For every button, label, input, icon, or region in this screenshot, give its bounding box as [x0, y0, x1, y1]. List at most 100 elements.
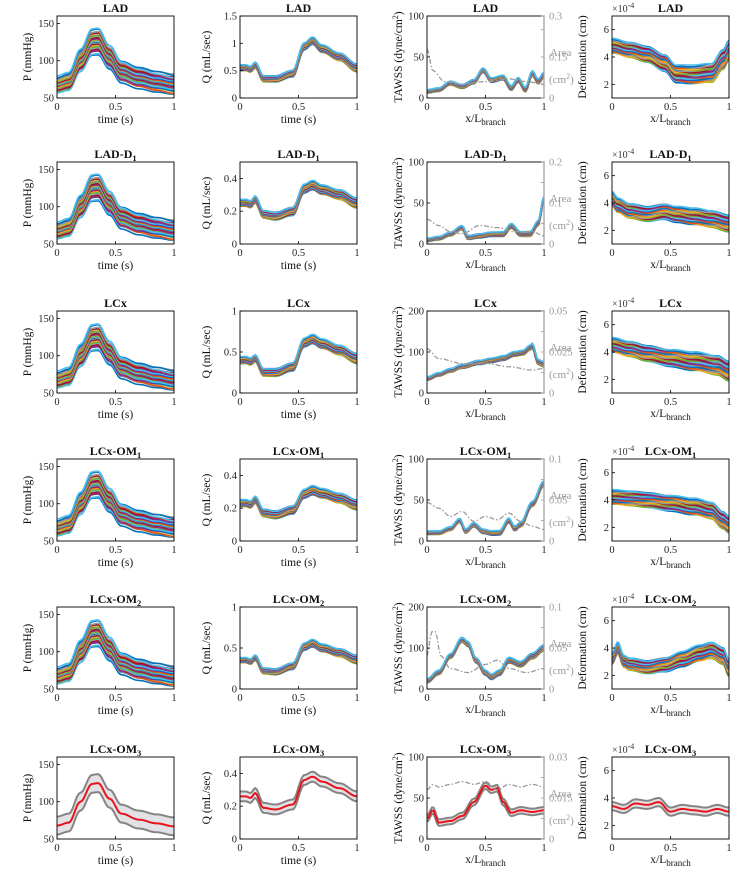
y-tick-label: 100 [38, 647, 54, 658]
ensemble-curve [427, 481, 544, 533]
y-axis-label: Deformation (cm) [577, 458, 589, 542]
y-tick-label: 2 [604, 226, 609, 237]
x-axis-label: time (s) [281, 114, 317, 126]
axes-box [426, 756, 545, 840]
y-tick-label: 100 [38, 56, 54, 67]
axes-box [239, 606, 358, 690]
y-tick-label: 0.2 [224, 504, 237, 515]
plot-area [427, 630, 544, 684]
x-tick-label: 1 [171, 248, 176, 259]
ensemble-curve [427, 482, 544, 534]
x-axis-label: time (s) [98, 855, 134, 867]
plot-area [240, 770, 357, 816]
y-tick-label: 1 [232, 603, 237, 614]
y-tick-label: 2 [604, 523, 609, 534]
panel-LCx-OM1-wss: 0 50 100 0 0.5 1 LCx-OM1 x/Lbranch TAWSS (dyne/c… [391, 444, 574, 570]
x-tick-label: 0 [54, 843, 59, 854]
panel-LAD-D1-flow: 0 0.2 0.4 0 0.5 1 LAD-D1 time (s) Q (mL/sec) [201, 147, 360, 272]
y-tick-label: 0 [232, 685, 237, 696]
x-tick-label: 1 [171, 545, 176, 556]
area-curve [427, 780, 544, 791]
y-tick-label: 50 [414, 53, 425, 64]
panel-title: LAD [286, 1, 312, 15]
ensemble-curve [240, 36, 357, 77]
right-axis-label: Area [550, 490, 571, 502]
y-axis-label: Deformation (cm) [577, 606, 589, 690]
right-y-tick-label: 0 [549, 685, 554, 696]
area-curve [427, 218, 544, 237]
ensemble-curve [427, 483, 544, 535]
y-tick-label: 0 [419, 835, 424, 846]
x-tick-label: 1 [541, 693, 546, 704]
right-y-tick-label: 0 [549, 835, 554, 846]
ensemble-curve [427, 483, 544, 535]
ensemble-curve [427, 482, 544, 534]
area-curve [427, 348, 544, 371]
plot-area [427, 780, 544, 827]
axes-box [611, 756, 730, 840]
band-lower-line [57, 791, 174, 837]
x-tick-label: 1 [726, 102, 731, 113]
x-tick-label: 1 [354, 102, 359, 113]
x-tick-label: 0.5 [292, 248, 305, 259]
panel-LAD-deformation: 2 4 6 0 0.5 1 LAD x/Lbranch Deformation (cm) ×10-… [577, 1, 732, 127]
panel-LCx-OM2-deformation: 2 4 6 0 0.5 1 LCx-OM2 x/Lbranch Deformation (cm)… [577, 592, 732, 718]
right-y-tick-label: 0.05 [549, 496, 567, 507]
axes-box [426, 606, 545, 690]
x-tick-label: 1 [726, 397, 731, 408]
x-tick-label: 0 [424, 545, 429, 556]
y-axis-label: P (mmHg) [22, 179, 34, 228]
y-tick-label: 50 [44, 389, 55, 400]
y-tick-label: 0 [232, 94, 237, 105]
x-tick-label: 0.5 [292, 843, 305, 854]
y-tick-label: 0.4 [224, 769, 238, 780]
x-tick-label: 0.5 [479, 397, 492, 408]
ensemble-curve [240, 638, 357, 670]
panel-LCx-OM2-wss: 0 100 200 0 0.5 1 LCx-OM2 x/Lbranch TAWSS (dyne/… [391, 592, 574, 718]
x-tick-label: 0.5 [109, 248, 122, 259]
y-tick-label: 6 [604, 320, 609, 331]
x-tick-label: 0.5 [479, 248, 492, 259]
ensemble-curve [427, 483, 544, 535]
x-axis-label: x/Lbranch [650, 854, 691, 868]
x-tick-label: 1 [726, 843, 731, 854]
y-tick-label: 0 [232, 537, 237, 548]
panel-LAD-pressure: 50 100 150 0 0.5 1 LAD time (s) P (mmHg) [22, 1, 177, 126]
x-tick-label: 0 [609, 843, 614, 854]
panel-title: LAD [473, 1, 499, 15]
panel-title: LCx [474, 296, 497, 310]
right-axis-unit: (cm2) [549, 367, 574, 381]
y-tick-label: 0.5 [224, 348, 237, 359]
plot-area [240, 333, 357, 378]
panel-title: LCx [287, 296, 310, 310]
y-axis-label: Deformation (cm) [577, 161, 589, 245]
panel-LCx-flow: 0 0.5 1 0 0.5 1 LCx time (s) Q (mL/sec) [201, 296, 360, 421]
panel-LCx-OM2-pressure: 50 100 150 0 0.5 1 LCx-OM2 time (s) P (mmHg) [22, 592, 177, 717]
ensemble-curve [427, 483, 544, 535]
x-axis-label: time (s) [281, 705, 317, 717]
x-tick-label: 1 [354, 843, 359, 854]
right-y-tick-label: 0 [549, 94, 554, 105]
right-axis-unit: (cm2) [549, 72, 574, 86]
plot-area [427, 196, 544, 243]
y-tick-label: 50 [44, 835, 55, 846]
panel-LCx-OM3-flow: 0 0.2 0.4 0 0.5 1 LCx-OM3 time (s) Q (mL/sec) [201, 742, 360, 867]
x-axis-label: x/Lbranch [465, 259, 506, 273]
panel-LAD-D1-deformation: 2 4 6 0 0.5 1 LAD-D1 x/Lbranch Deformation (cm) ×… [577, 147, 732, 273]
y-tick-label: 6 [604, 616, 609, 627]
x-tick-label: 0 [237, 545, 242, 556]
x-tick-label: 0.5 [109, 102, 122, 113]
x-axis-label: x/Lbranch [465, 854, 506, 868]
y-tick-label: 50 [44, 94, 55, 105]
right-y-tick-label: 0.3 [549, 12, 562, 23]
x-tick-label: 0.5 [479, 102, 492, 113]
y-tick-label: 6 [604, 766, 609, 777]
x-axis-label: x/Lbranch [650, 556, 691, 570]
x-axis-label: time (s) [281, 260, 317, 272]
x-tick-label: 0 [424, 693, 429, 704]
area-curve [427, 48, 544, 85]
right-axis-label: Area [550, 788, 571, 800]
x-tick-label: 0 [424, 248, 429, 259]
y-axis-label: TAWSS (dyne/cm2) [391, 454, 405, 545]
right-y-tick-label: 0.015 [549, 794, 573, 805]
